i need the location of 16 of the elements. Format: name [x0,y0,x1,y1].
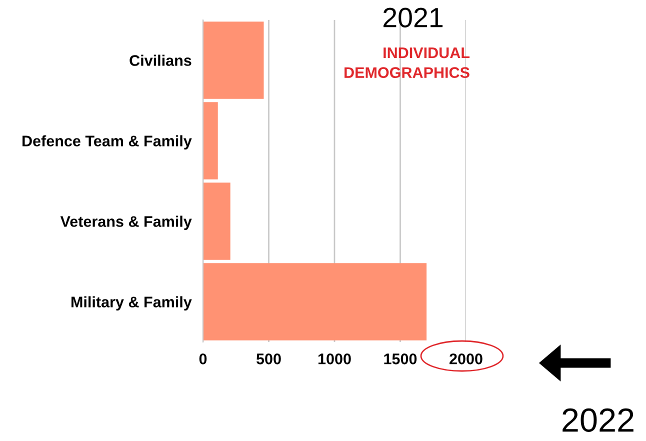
y-tick-label: Defence Team & Family [22,135,192,150]
x-tick-label: 2000 [450,354,482,364]
bar [203,102,218,180]
y-tick-label: Civilians [130,54,192,66]
y-tick-label: Veterans & Family [60,216,192,230]
text: 2022 [562,408,634,432]
text: INDIVIDUAL DEMOGRAPHICS [344,48,470,78]
bar [203,22,264,99]
x-tick-label: 0 [199,354,207,364]
x-tick-label: 1500 [384,354,417,364]
x-tick-label: 1000 [318,354,351,364]
bar [203,263,427,340]
bar [203,182,230,260]
x-tick-label: 500 [256,354,281,364]
chart-title: 2021 [384,8,443,28]
y-tick-label: Military & Family [72,296,192,310]
